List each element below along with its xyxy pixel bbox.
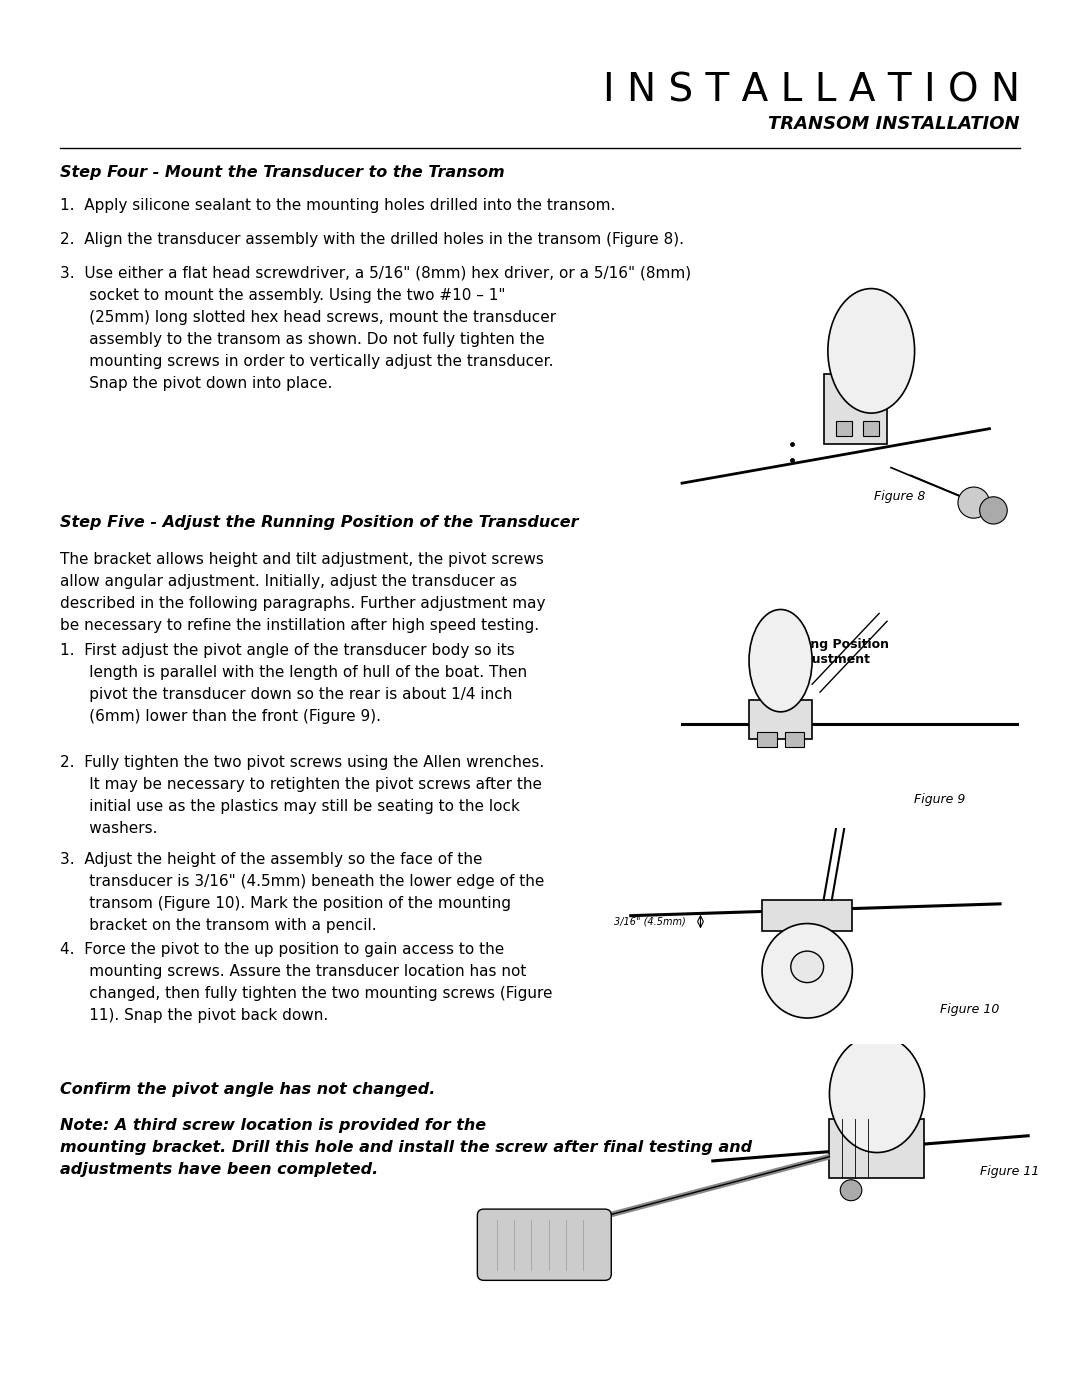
Text: adjustments have been completed.: adjustments have been completed. bbox=[60, 1162, 378, 1178]
Text: washers.: washers. bbox=[60, 821, 158, 835]
Bar bbox=[836, 420, 851, 436]
Text: 11). Snap the pivot back down.: 11). Snap the pivot back down. bbox=[60, 1009, 328, 1023]
Text: mounting screws. Assure the transducer location has not: mounting screws. Assure the transducer l… bbox=[60, 964, 526, 979]
Text: Figure 11: Figure 11 bbox=[981, 1165, 1040, 1178]
Bar bbox=[757, 732, 777, 747]
Text: pivot the transducer down so the rear is about 1/4 inch: pivot the transducer down so the rear is… bbox=[60, 687, 512, 703]
Text: Figure 10: Figure 10 bbox=[941, 1003, 1000, 1016]
FancyBboxPatch shape bbox=[750, 700, 812, 739]
Ellipse shape bbox=[828, 289, 915, 414]
FancyBboxPatch shape bbox=[477, 1208, 611, 1280]
Text: (6mm) lower than the front (Figure 9).: (6mm) lower than the front (Figure 9). bbox=[60, 710, 381, 724]
Text: mounting bracket. Drill this hole and install the screw after final testing and: mounting bracket. Drill this hole and in… bbox=[60, 1140, 752, 1155]
Text: allow angular adjustment. Initially, adjust the transducer as: allow angular adjustment. Initially, adj… bbox=[60, 574, 517, 590]
Ellipse shape bbox=[829, 1035, 924, 1153]
FancyBboxPatch shape bbox=[762, 900, 852, 932]
Bar bbox=[863, 420, 879, 436]
FancyBboxPatch shape bbox=[824, 374, 887, 444]
Text: Adjustment: Adjustment bbox=[789, 652, 870, 666]
FancyBboxPatch shape bbox=[829, 1119, 924, 1178]
Text: be necessary to refine the instillation after high speed testing.: be necessary to refine the instillation … bbox=[60, 617, 539, 633]
Text: transducer is 3/16" (4.5mm) beneath the lower edge of the: transducer is 3/16" (4.5mm) beneath the … bbox=[60, 875, 544, 888]
Text: transom (Figure 10). Mark the position of the mounting: transom (Figure 10). Mark the position o… bbox=[60, 895, 511, 911]
Text: 4.  Force the pivot to the up position to gain access to the: 4. Force the pivot to the up position to… bbox=[60, 942, 504, 957]
Text: 2.  Align the transducer assembly with the drilled holes in the transom (Figure : 2. Align the transducer assembly with th… bbox=[60, 232, 684, 247]
Bar bbox=[784, 732, 805, 747]
Text: It may be necessary to retighten the pivot screws after the: It may be necessary to retighten the piv… bbox=[60, 777, 542, 792]
Text: Note: A third screw location is provided for the: Note: A third screw location is provided… bbox=[60, 1118, 486, 1133]
Text: 3.  Adjust the height of the assembly so the face of the: 3. Adjust the height of the assembly so … bbox=[60, 852, 483, 868]
Ellipse shape bbox=[762, 923, 852, 1018]
Text: mounting screws in order to vertically adjust the transducer.: mounting screws in order to vertically a… bbox=[60, 353, 554, 369]
Circle shape bbox=[840, 1179, 862, 1200]
Circle shape bbox=[980, 497, 1008, 524]
Circle shape bbox=[958, 488, 989, 518]
Text: Figure 8: Figure 8 bbox=[875, 490, 926, 503]
Text: 3/16" (4.5mm): 3/16" (4.5mm) bbox=[615, 916, 686, 926]
Text: described in the following paragraphs. Further adjustment may: described in the following paragraphs. F… bbox=[60, 597, 545, 610]
Text: changed, then fully tighten the two mounting screws (Figure: changed, then fully tighten the two moun… bbox=[60, 986, 553, 1002]
Circle shape bbox=[791, 951, 824, 982]
Text: Step Five - Adjust the Running Position of the Transducer: Step Five - Adjust the Running Position … bbox=[60, 515, 579, 529]
Text: initial use as the plastics may still be seating to the lock: initial use as the plastics may still be… bbox=[60, 799, 519, 814]
Text: Confirm the pivot angle has not changed.: Confirm the pivot angle has not changed. bbox=[60, 1083, 435, 1097]
Text: Snap the pivot down into place.: Snap the pivot down into place. bbox=[60, 376, 333, 391]
Text: TRANSOM INSTALLATION: TRANSOM INSTALLATION bbox=[768, 115, 1020, 133]
Text: The bracket allows height and tilt adjustment, the pivot screws: The bracket allows height and tilt adjus… bbox=[60, 552, 544, 567]
Text: assembly to the transom as shown. Do not fully tighten the: assembly to the transom as shown. Do not… bbox=[60, 332, 544, 346]
Text: 1.  First adjust the pivot angle of the transducer body so its: 1. First adjust the pivot angle of the t… bbox=[60, 643, 515, 658]
Text: socket to mount the assembly. Using the two #10 – 1": socket to mount the assembly. Using the … bbox=[60, 288, 505, 303]
Text: 1.  Apply silicone sealant to the mounting holes drilled into the transom.: 1. Apply silicone sealant to the mountin… bbox=[60, 198, 616, 212]
Text: Running Position: Running Position bbox=[770, 638, 890, 651]
Ellipse shape bbox=[750, 609, 812, 712]
Text: 3.  Use either a flat head screwdriver, a 5/16" (8mm) hex driver, or a 5/16" (8m: 3. Use either a flat head screwdriver, a… bbox=[60, 265, 691, 281]
Text: Figure 9: Figure 9 bbox=[915, 793, 966, 806]
Text: length is parallel with the length of hull of the boat. Then: length is parallel with the length of hu… bbox=[60, 665, 527, 680]
Text: Step Four - Mount the Transducer to the Transom: Step Four - Mount the Transducer to the … bbox=[60, 165, 504, 180]
Text: (25mm) long slotted hex head screws, mount the transducer: (25mm) long slotted hex head screws, mou… bbox=[60, 310, 556, 326]
Text: I N S T A L L A T I O N: I N S T A L L A T I O N bbox=[603, 73, 1020, 110]
Text: 2.  Fully tighten the two pivot screws using the Allen wrenches.: 2. Fully tighten the two pivot screws us… bbox=[60, 754, 544, 770]
Text: bracket on the transom with a pencil.: bracket on the transom with a pencil. bbox=[60, 918, 377, 933]
